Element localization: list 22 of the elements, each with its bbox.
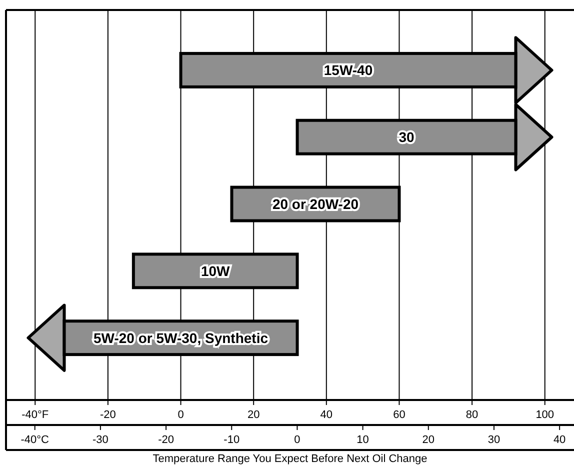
x-tick-label: 60	[393, 409, 406, 421]
y-tick-label: 10W	[200, 262, 231, 279]
x2-tick-label: -10	[224, 434, 240, 446]
x-tick-label: -40°F	[22, 409, 49, 421]
y-tick-label: 5W-20 or 5W-30, Synthetic	[94, 330, 268, 346]
y-tick-label: 20 or 20W-20	[272, 196, 359, 212]
x2-tick-label: 10	[356, 434, 369, 446]
x2-tick-label: 40	[553, 434, 566, 446]
x-tick-label: 20	[247, 409, 260, 421]
x-tick-label: 80	[466, 409, 478, 421]
x2-tick-label: -40°C	[20, 434, 50, 446]
x2-tick-label: 0	[294, 434, 300, 446]
y-tick-label: 15W-40	[324, 62, 373, 78]
x2-tick-label: -30	[92, 434, 108, 446]
x-tick-label: 100	[536, 409, 554, 421]
x-tick-label: 0	[178, 409, 184, 421]
x-tick-label: -20	[100, 409, 116, 421]
x-axis-title: Temperature Range You Expect Before Next Oil Change	[152, 453, 428, 465]
x-tick-label: 40	[320, 409, 333, 421]
x2-tick-label: 20	[422, 434, 435, 446]
x2-tick-label: 30	[488, 434, 500, 446]
x2-tick-label: -20	[158, 434, 174, 446]
